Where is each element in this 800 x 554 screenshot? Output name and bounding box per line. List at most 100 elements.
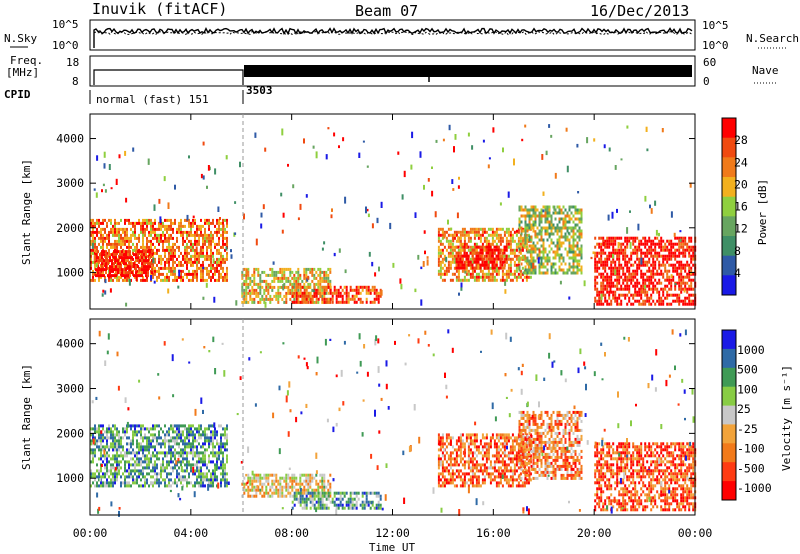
colorbar-swatch — [722, 255, 736, 276]
colorbar-swatch — [722, 386, 736, 407]
x-tick-label: 04:00 — [174, 526, 209, 540]
colorbar-tick-label: -100 — [737, 442, 765, 456]
colorbar-tick-label: -1000 — [737, 481, 772, 495]
x-tick-label: 00:00 — [73, 526, 108, 540]
echo-region-7 — [594, 236, 697, 306]
y-tick-label: 3000 — [56, 382, 84, 396]
station-title: Inuvik (fitACF) — [92, 0, 227, 18]
x-tick-label: 12:00 — [375, 526, 410, 540]
y-tick-label: 2000 — [56, 426, 84, 440]
echo-region-4 — [437, 227, 532, 282]
nsky-trace — [93, 26, 693, 48]
y-tick-label: 2000 — [56, 221, 84, 235]
power-y-axis: 1000 2000 3000 4000 — [56, 114, 696, 309]
echo-region-3 — [291, 285, 382, 304]
y-tick-label: 1000 — [56, 471, 84, 485]
y-tick-label: 4000 — [56, 132, 84, 146]
echo-region-0 — [90, 424, 228, 488]
beam-title: Beam 07 — [355, 2, 418, 20]
colorbar-swatch — [722, 236, 736, 257]
colorbar-swatch — [722, 481, 736, 501]
velocity-colorbar-label: Velocity [m s⁻¹] — [780, 365, 793, 471]
colorbar-tick-label: 100 — [737, 382, 758, 396]
colorbar-tick-label: 12 — [734, 222, 748, 236]
colorbar-swatch — [722, 330, 736, 350]
nave-tick-bottom: 0 — [703, 75, 710, 88]
velocity-ylabel: Slant Range [km] — [20, 364, 33, 470]
x-tick-label: 20:00 — [577, 526, 612, 540]
cpid-mode-2: 3503 — [246, 84, 273, 97]
colorbar-swatch — [722, 177, 736, 198]
y-tick-label: 1000 — [56, 265, 84, 279]
echo-region-4 — [518, 410, 583, 480]
nsearch-tick-bottom: 10^0 — [702, 39, 729, 52]
time-x-axis: 00:00 04:00 08:00 12:00 16:00 20:00 00:00 — [73, 526, 713, 540]
colorbar-tick-label: 20 — [734, 177, 748, 191]
colorbar-tick-label: 500 — [737, 363, 758, 377]
x-tick-label: 16:00 — [476, 526, 511, 540]
colorbar-tick-label: -500 — [737, 461, 765, 475]
date-title: 16/Dec/2013 — [590, 2, 689, 20]
freq-unit-label: [MHz] — [6, 66, 39, 79]
freq-tick-bottom: 8 — [72, 75, 79, 88]
colorbar-swatch — [722, 157, 736, 178]
velocity-colorbar: 1000 500 100 25 -25 -100 -500 -1000 — [721, 329, 772, 501]
power-ylabel: Slant Range [km] — [20, 159, 33, 265]
freq-label: Freq. — [10, 54, 43, 67]
colorbar-frame — [721, 117, 737, 296]
power-echo-field — [90, 124, 697, 308]
colorbar-tick-label: 16 — [734, 200, 748, 214]
y-tick-label: 3000 — [56, 176, 84, 190]
echo-region-1 — [241, 473, 332, 498]
nave-trace-block — [244, 65, 692, 77]
power-colorbar: 28 24 20 16 12 8 4 — [721, 117, 748, 296]
x-tick-label: 00:00 — [678, 526, 713, 540]
freq-tick-top: 18 — [66, 56, 79, 69]
colorbar-tick-label: 1000 — [737, 343, 765, 357]
colorbar-tick-label: 8 — [734, 244, 741, 258]
echo-region-1 — [95, 250, 153, 278]
velocity-y-axis: 1000 2000 3000 4000 — [56, 319, 696, 515]
colorbar-tick-label: 28 — [734, 133, 748, 147]
colorbar-swatch — [722, 196, 736, 217]
y-tick-label: 4000 — [56, 337, 84, 351]
colorbar-tick-label: 25 — [737, 402, 751, 416]
colorbar-tick-label: 24 — [734, 155, 748, 169]
colorbar-swatch — [722, 424, 736, 444]
colorbar-swatch — [722, 216, 736, 237]
freq-trace-early — [93, 69, 244, 85]
power-colorbar-label: Power [dB] — [756, 179, 769, 245]
echo-region-5 — [594, 442, 697, 512]
nave-tick-top: 60 — [703, 56, 716, 69]
nsky-panel-frame — [89, 19, 696, 51]
cpid-label: CPID — [4, 88, 31, 101]
echo-region-5 — [455, 245, 508, 270]
colorbar-swatch — [722, 275, 736, 296]
colorbar-swatch — [722, 405, 736, 425]
nave-label: Nave — [752, 64, 779, 77]
time-axis-label: Time UT — [369, 541, 416, 554]
colorbar-swatch — [722, 118, 736, 139]
nsearch-tick-top: 10^5 — [702, 19, 729, 32]
colorbar-swatch — [722, 367, 736, 388]
colorbar-swatch — [722, 348, 736, 369]
nsearch-trace — [93, 30, 693, 36]
echo-region-3 — [437, 433, 532, 488]
nsearch-label: N.Search — [746, 32, 799, 45]
nsky-label: N.Sky — [4, 32, 37, 45]
colorbar-frame — [721, 329, 737, 501]
sparse-echoes — [91, 124, 692, 308]
echo-region-2 — [291, 491, 382, 510]
sparse-echoes — [91, 329, 695, 517]
colorbar-swatch — [722, 443, 736, 463]
x-tick-label: 08:00 — [274, 526, 309, 540]
colorbar-tick-label: 4 — [734, 266, 741, 280]
nsky-tick-bottom: 10^0 — [52, 39, 79, 52]
freq-panel-frame — [89, 55, 696, 87]
velocity-echo-field — [90, 329, 697, 517]
nsky-tick-top: 10^5 — [52, 18, 79, 31]
colorbar-swatch — [722, 462, 736, 482]
colorbar-swatch — [722, 137, 736, 158]
echo-region-6 — [518, 205, 583, 275]
